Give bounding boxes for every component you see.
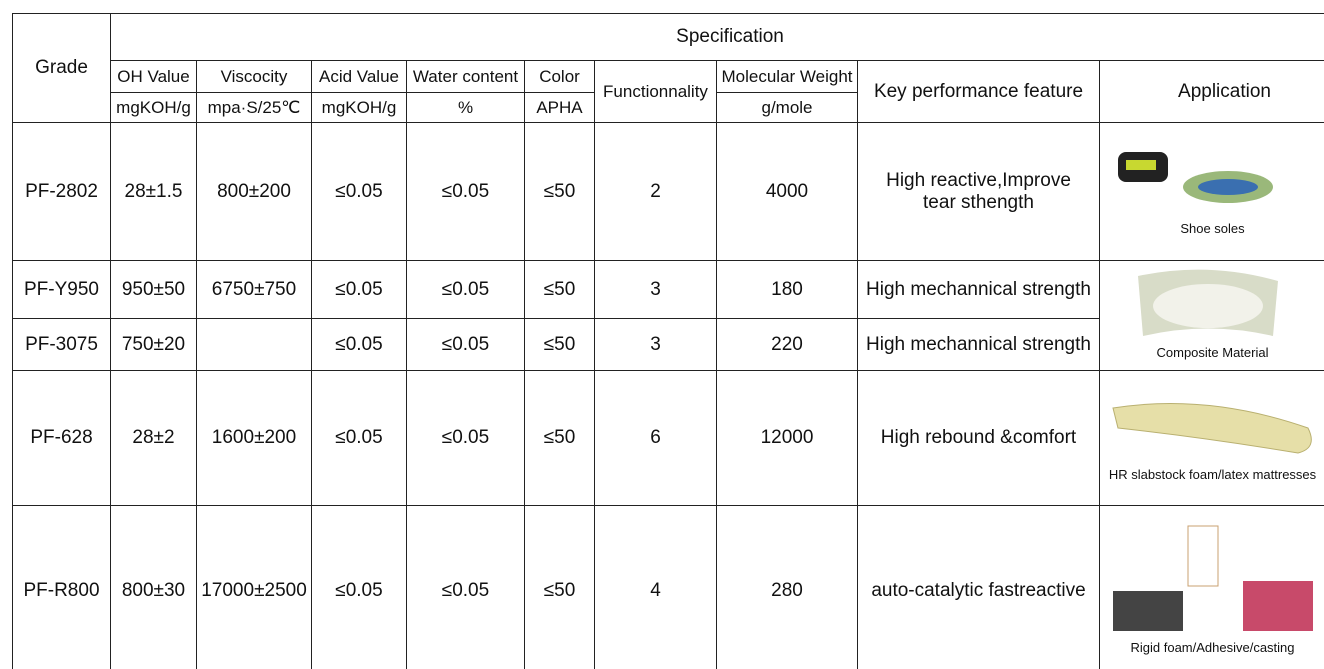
value-cell: 12000 bbox=[716, 370, 858, 506]
application-image bbox=[1137, 269, 1278, 336]
grade-cell: PF-3075 bbox=[12, 318, 111, 371]
spec-header: Specification bbox=[109, 13, 1324, 61]
value-cell: ≤50 bbox=[524, 505, 595, 669]
table-row: PF-2802 28±1.5 800±200 ≤0.05 ≤0.05 ≤50 2 4000 Hi… bbox=[12, 122, 1324, 261]
value-cell: 3 bbox=[594, 260, 717, 319]
application-cell: Shoe soles bbox=[1098, 122, 1324, 261]
feature-text: auto-catalytic fastreactive bbox=[871, 579, 1086, 601]
application-image bbox=[1111, 403, 1312, 454]
column-unit: g/mole bbox=[716, 92, 858, 123]
value-cell: ≤0.05 bbox=[406, 318, 525, 371]
value-cell: 6750±750 bbox=[196, 260, 312, 319]
value-cell: 1600±200 bbox=[196, 370, 312, 506]
table-wrap: Grade Specification OH Value Viscocity Acid … bbox=[12, 13, 1324, 669]
application-caption: Composite Material bbox=[1156, 344, 1269, 360]
value-cell: 17000±2500 bbox=[196, 505, 312, 669]
application-caption: Rigid foam/Adhesive/casting bbox=[1130, 639, 1295, 655]
table-row: PF-Y950 950±50 6750±750 ≤0.05 ≤0.05 ≤50 3 180 Hi… bbox=[12, 260, 1324, 371]
value-cell: ≤50 bbox=[524, 318, 595, 371]
feature-cell: High mechannical strength bbox=[857, 318, 1100, 371]
application-cell: HR slabstock foam/latex mattresses bbox=[1098, 370, 1324, 506]
feature-text: High mechannical strength bbox=[866, 278, 1091, 300]
value-cell bbox=[196, 318, 312, 371]
feature-header: Key performance feature bbox=[857, 60, 1100, 123]
value-cell: 220 bbox=[716, 318, 858, 371]
value-cell: 4 bbox=[594, 505, 717, 669]
column-unit: mpa·S/25℃ bbox=[196, 92, 312, 123]
value-cell: 950±50 bbox=[110, 260, 197, 319]
column-unit: % bbox=[406, 92, 525, 123]
value-cell: 180 bbox=[716, 260, 858, 319]
value-cell: 4000 bbox=[716, 122, 858, 261]
grade-cell: PF-628 bbox=[12, 370, 111, 506]
application-box: Composite Material bbox=[1101, 266, 1324, 366]
column-unit: mgKOH/g bbox=[110, 92, 197, 123]
column-header: Functionnality bbox=[594, 60, 717, 123]
value-cell: ≤50 bbox=[524, 370, 595, 506]
column-header: Viscocity bbox=[196, 60, 312, 93]
value-cell: ≤0.05 bbox=[311, 505, 407, 669]
feature-cell: High reactive,Improve tear sthength bbox=[857, 122, 1100, 261]
value-cell: 800±200 bbox=[196, 122, 312, 261]
application-box: Shoe soles bbox=[1101, 142, 1324, 242]
application-box: HR slabstock foam/latex mattresses bbox=[1101, 388, 1324, 488]
value-cell: ≤0.05 bbox=[311, 260, 407, 319]
feature-cell: auto-catalytic fastreactive bbox=[857, 505, 1100, 669]
value-cell: ≤50 bbox=[524, 260, 595, 319]
application-image bbox=[1112, 525, 1313, 631]
value-cell: ≤0.05 bbox=[406, 505, 525, 669]
column-header: Molecular Weight bbox=[716, 60, 858, 93]
column-header: Water content bbox=[406, 60, 525, 93]
value-cell: 28±2 bbox=[110, 370, 197, 506]
value-cell: ≤0.05 bbox=[406, 122, 525, 261]
value-cell: 3 bbox=[594, 318, 717, 371]
value-cell: ≤0.05 bbox=[406, 370, 525, 506]
grade-cell: PF-Y950 bbox=[12, 260, 111, 319]
feature-text: High reactive,Improve tear sthength bbox=[886, 169, 1071, 213]
application-cell: Rigid foam/Adhesive/casting bbox=[1098, 505, 1324, 669]
column-header: Color bbox=[524, 60, 595, 93]
table-row: mgKOH/g mpa·S/25℃ mgKOH/g% APHA g/mole bbox=[13, 92, 1324, 123]
grade-cell: PF-2802 bbox=[12, 122, 111, 261]
feature-text: High mechannical strength bbox=[866, 333, 1091, 355]
value-cell: ≤0.05 bbox=[311, 370, 407, 506]
grade-header: Grade bbox=[12, 13, 111, 123]
table-row: OH Value Viscocity Acid Value Water content… bbox=[13, 60, 1324, 123]
value-cell: ≤0.05 bbox=[406, 260, 525, 319]
feature-cell: High rebound &comfort bbox=[857, 370, 1100, 506]
application-caption: HR slabstock foam/latex mattresses bbox=[1108, 467, 1317, 482]
column-header: OH Value bbox=[110, 60, 197, 93]
column-header: Acid Value bbox=[311, 60, 407, 93]
value-cell: ≤50 bbox=[524, 122, 595, 261]
value-cell: 750±20 bbox=[110, 318, 197, 371]
value-cell: 28±1.5 bbox=[110, 122, 197, 261]
table-row: Grade Specification bbox=[12, 13, 1324, 123]
feature-cell: High mechannical strength bbox=[857, 260, 1100, 319]
application-cell: Composite Material bbox=[1098, 260, 1324, 371]
value-cell: 800±30 bbox=[110, 505, 197, 669]
feature-text: High rebound &comfort bbox=[880, 427, 1077, 449]
value-cell: ≤0.05 bbox=[311, 318, 407, 371]
table-row: PF-R800 800±30 17000±2500 ≤0.05 ≤0.05 ≤50 4 280… bbox=[12, 505, 1324, 669]
grade-cell: PF-R800 bbox=[12, 505, 111, 669]
value-cell: ≤0.05 bbox=[311, 122, 407, 261]
table-row: PF-628 28±2 1600±200 ≤0.05 ≤0.05 ≤50 6 12000 Hig… bbox=[12, 370, 1324, 506]
value-cell: 280 bbox=[716, 505, 858, 669]
application-header: Application bbox=[1098, 60, 1324, 123]
application-caption: Shoe soles bbox=[1180, 220, 1245, 236]
application-image bbox=[1117, 151, 1273, 203]
value-cell: 6 bbox=[594, 370, 717, 506]
spec-table: Grade Specification OH Value Viscocity Acid … bbox=[12, 13, 1324, 669]
column-unit: APHA bbox=[524, 92, 595, 123]
application-box: Rigid foam/Adhesive/casting bbox=[1101, 521, 1324, 661]
value-cell: 2 bbox=[594, 122, 717, 261]
column-unit: mgKOH/g bbox=[311, 92, 407, 123]
